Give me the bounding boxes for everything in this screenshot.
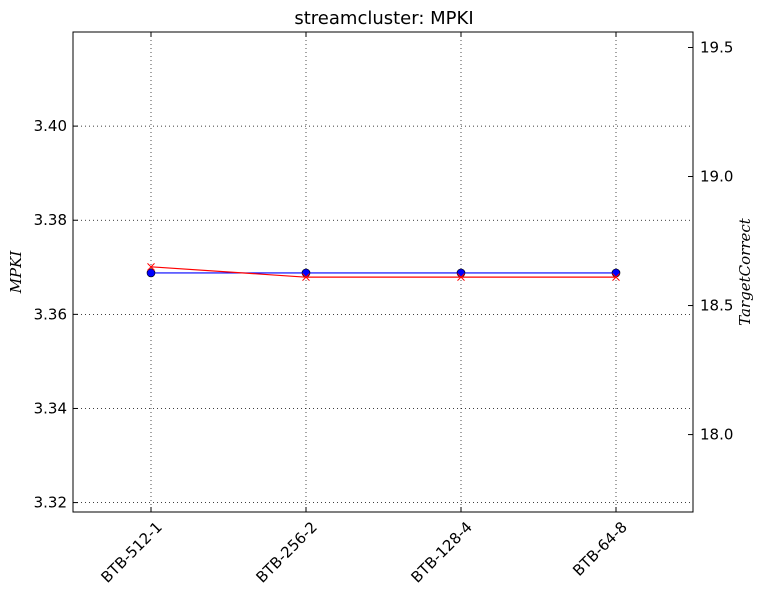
series-point-1 — [302, 273, 310, 282]
x-tick-label: BTB-64-8 — [569, 518, 631, 580]
series-point-0 — [301, 268, 311, 278]
chart-title: streamcluster: MPKI — [294, 8, 473, 29]
left-axis: 3.32 3.34 3.36 3.38 3.40 — [34, 117, 78, 512]
series-layer — [146, 262, 621, 282]
series-point-0 — [611, 268, 621, 278]
plot-area — [72, 31, 694, 513]
y-tick-label: 3.34 — [34, 399, 67, 417]
series-point-0 — [146, 268, 156, 278]
y2-tick-label: 19.5 — [700, 38, 733, 56]
x-marker-stroke — [612, 273, 620, 282]
y-tick-label: 3.36 — [34, 305, 67, 323]
y-tick-label: 3.40 — [34, 117, 67, 135]
x-tick-label: BTB-512-1 — [97, 518, 165, 586]
series-point-1 — [457, 273, 465, 282]
x-tick-label: BTB-128-4 — [407, 518, 475, 586]
x-tick-label: BTB-256-2 — [252, 518, 320, 586]
y2-tick-label: 18.0 — [700, 426, 733, 444]
y2-tick-label: 18.5 — [700, 297, 733, 315]
y-axis-label: MPKI — [7, 250, 25, 295]
x-marker-stroke — [302, 273, 310, 282]
right-axis: 18.0 18.5 19.0 19.5 — [688, 38, 733, 444]
y2-axis-label: TargetCorrect — [736, 217, 754, 326]
series-line-1 — [150, 266, 616, 278]
y-tick-label: 3.38 — [34, 211, 67, 229]
x-marker-stroke — [457, 273, 465, 282]
series-point-1 — [612, 273, 620, 282]
x-axis: BTB-512-1 BTB-256-2 BTB-128-4 BTB-64-8 — [97, 32, 631, 587]
x-marker-stroke — [147, 262, 155, 271]
series-point-0 — [456, 268, 466, 278]
grid — [73, 32, 693, 512]
y2-tick-label: 19.0 — [700, 168, 733, 186]
series-point-1 — [147, 262, 155, 271]
y-tick-label: 3.32 — [34, 494, 67, 512]
